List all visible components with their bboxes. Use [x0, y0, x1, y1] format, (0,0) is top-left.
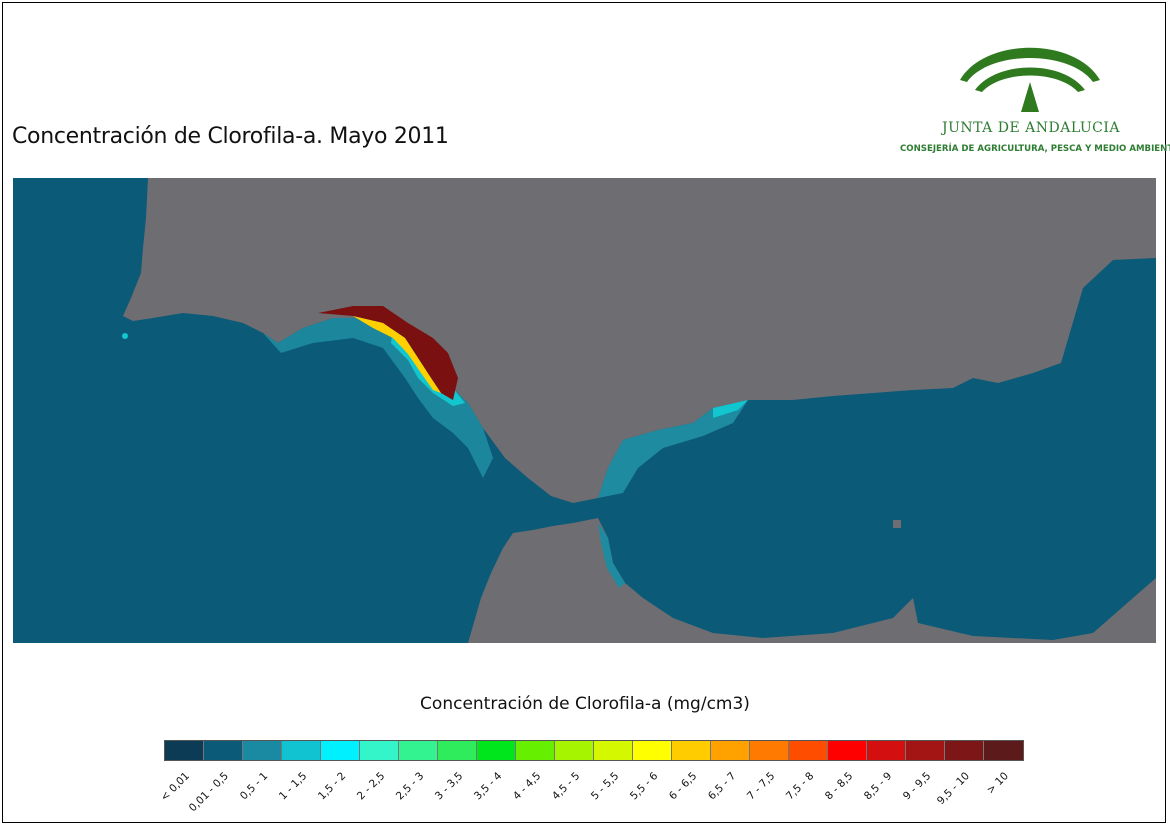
legend-swatch [282, 741, 321, 760]
junta-andalucia-logo: JUNTA DE ANDALUCIA CONSEJERÍA DE AGRICUL… [900, 32, 1170, 162]
legend-swatch [555, 741, 594, 760]
logo-emblem-icon [960, 47, 1100, 112]
legend-swatch [204, 741, 243, 760]
legend-swatch [711, 741, 750, 760]
island [893, 520, 901, 528]
legend-swatch [789, 741, 828, 760]
coastal-band-africa [598, 523, 625, 588]
land-iberia [123, 178, 1156, 503]
legend-swatch [438, 741, 477, 760]
logo-name: JUNTA DE ANDALUCIA [941, 120, 1121, 136]
legend-swatch [477, 741, 516, 760]
logo-subtitle: CONSEJERÍA DE AGRICULTURA, PESCA Y MEDIO… [900, 144, 1170, 154]
coastal-band-med [598, 400, 748, 498]
legend-swatch [399, 741, 438, 760]
land-north-africa [468, 518, 1156, 643]
legend-swatch [594, 741, 633, 760]
legend-title: Concentración de Clorofila-a (mg/cm3) [420, 694, 750, 714]
legend-swatch [672, 741, 711, 760]
legend-swatch [945, 741, 984, 760]
legend-swatch [750, 741, 789, 760]
legend-swatch [321, 741, 360, 760]
legend-swatch [516, 741, 555, 760]
legend-swatch [165, 741, 204, 760]
legend-swatch [360, 741, 399, 760]
page-title: Concentración de Clorofila-a. Mayo 2011 [12, 124, 449, 149]
legend-swatch [243, 741, 282, 760]
legend-colorbar [164, 740, 1024, 761]
legend-swatch [984, 741, 1023, 760]
chlorophyll-map [13, 178, 1156, 643]
legend-swatch [828, 741, 867, 760]
coastal-band-high [318, 306, 458, 400]
coastal-band-med-mid [713, 400, 748, 418]
legend-swatch [633, 741, 672, 760]
legend-swatch [867, 741, 906, 760]
coastal-band-yellow [353, 316, 441, 393]
island-marker [122, 333, 128, 339]
legend-swatch [906, 741, 945, 760]
